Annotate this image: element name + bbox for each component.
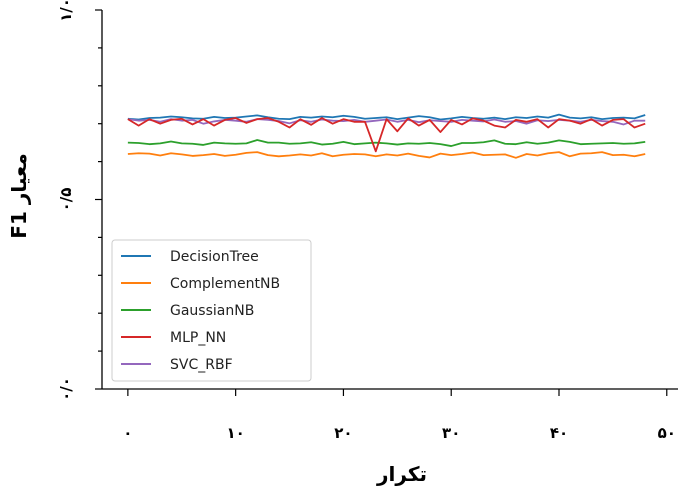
y-tick-label: ۱/۰ [57,0,75,22]
series-line-complementnb [127,151,646,159]
y-tick-label: ۰/۰ [57,377,75,401]
legend-items: DecisionTree ComplementNB GaussianNB MLP_NN… [121,249,280,373]
x-tick-label: ۵۰ [658,424,676,442]
x-tick-label: ۴۰ [550,424,568,442]
y-tick-label: ۰/۵ [57,188,75,212]
y-axis-title: معیار F1 [7,153,31,238]
legend: DecisionTree ComplementNB GaussianNB MLP_NN… [111,239,312,382]
y-ticks: ۰/۰ ۰/۵ ۱/۰ [57,0,102,401]
series-lines [127,113,646,159]
legend-label: DecisionTree [170,249,259,265]
legend-box [111,239,312,382]
legend-label: SVC_RBF [170,357,233,373]
legend-label: MLP_NN [170,330,226,346]
series-line-decisiontree [127,113,646,121]
series-line-gaussiannb [127,139,646,147]
x-tick-label: ۳۰ [442,424,460,442]
legend-label: GaussianNB [170,303,254,319]
series-line-mlp-nn [127,117,646,153]
legend-label: ComplementNB [170,276,280,292]
x-ticks: ۰ ۱۰ ۲۰ ۳۰ ۴۰ ۵۰ [123,389,676,442]
x-tick-label: ۲۰ [334,424,352,442]
x-tick-label: ۱۰ [226,424,244,442]
x-tick-label: ۰ [123,424,132,442]
x-axis-title: تکرار [376,462,427,486]
